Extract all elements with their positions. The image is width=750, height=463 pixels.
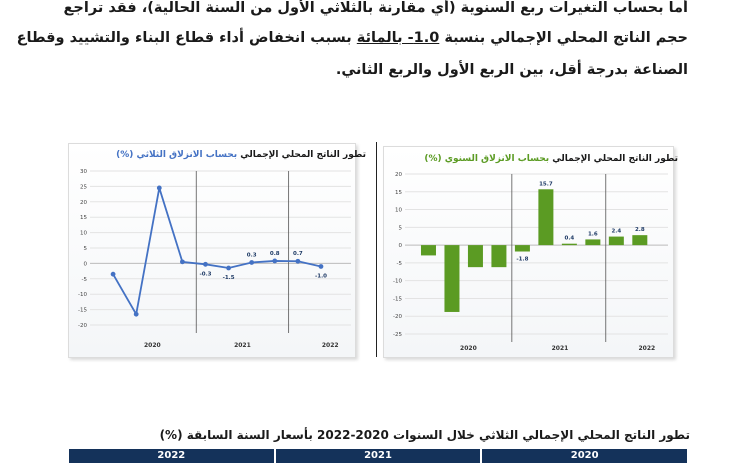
y-tick-label: -15 xyxy=(393,296,402,302)
paragraph-line-2-pre: حجم الناتج المحلي الإجمالي بنسبة xyxy=(439,30,688,46)
paragraph-line-1: أما بحساب التغيرات ربع السنوية (أي مقارن… xyxy=(63,0,688,16)
bar xyxy=(585,239,601,246)
left-chart-title-sub: بحساب الانزلاق الثلاثي (%) xyxy=(116,150,238,160)
data-label: 0.7 xyxy=(293,251,303,257)
left-chart-box xyxy=(68,143,356,358)
year-label: 2020 xyxy=(144,342,161,349)
data-label: -1.0 xyxy=(315,273,327,279)
data-label: 0.4 xyxy=(565,236,575,242)
paragraph-line-2-post: بسبب انخفاض أداء قطاع البناء والتشييد وق… xyxy=(16,30,357,46)
y-tick-label: -25 xyxy=(393,332,402,338)
data-label: 0.8 xyxy=(270,251,280,257)
data-point xyxy=(318,264,324,269)
y-tick-label: 0 xyxy=(399,243,403,249)
data-point xyxy=(179,259,185,265)
y-tick-label: 10 xyxy=(80,231,87,237)
y-tick-label: -20 xyxy=(393,314,402,320)
y-tick-label: 5 xyxy=(399,225,403,231)
year-label: 2021 xyxy=(552,345,569,352)
bar xyxy=(420,245,436,256)
bar xyxy=(561,243,577,246)
y-tick-label: 20 xyxy=(80,200,87,206)
right-chart-title: تطور الناتج المحلي الإجمالي بحساب الانزل… xyxy=(424,154,678,164)
bar xyxy=(514,245,530,252)
y-tick-label: 10 xyxy=(395,208,402,214)
bar xyxy=(608,236,624,246)
paragraph-line-3: الصناعة بدرجة أقل، بين الربع الأول والرب… xyxy=(335,62,688,78)
right-chart-title-sub: بحساب الانزلاق السنوي (%) xyxy=(424,154,550,164)
data-point xyxy=(133,311,139,317)
data-label: 1.6 xyxy=(588,231,598,237)
table-header-2021: 2021 xyxy=(273,449,481,463)
y-tick-label: -5 xyxy=(82,277,88,283)
y-tick-label: -10 xyxy=(393,279,402,285)
data-label: -0.3 xyxy=(199,271,211,277)
y-tick-label: 0 xyxy=(84,261,88,267)
data-label: 2.4 xyxy=(611,229,621,235)
y-tick-label: 15 xyxy=(80,215,87,221)
left-chart-title-main: تطور الناتج المحلي الإجمالي xyxy=(240,150,366,160)
data-point xyxy=(249,260,255,265)
y-tick-label: 20 xyxy=(395,172,402,178)
year-label: 2022 xyxy=(322,342,339,349)
data-point xyxy=(156,185,162,191)
year-label: 2020 xyxy=(460,345,477,352)
data-point xyxy=(272,258,278,264)
left-line-chart: -20 -15 -10 -5 0 5 10 15 20 25 30 2020 2021 2022 -0.3 -… xyxy=(78,169,351,349)
table-title: تطور الناتج المحلي الإجمالي الثلاثي خلال… xyxy=(159,428,690,442)
table-header-row: 2022 2021 2020 xyxy=(67,449,687,463)
bar xyxy=(491,245,507,268)
charts-divider xyxy=(376,142,377,357)
bar xyxy=(444,245,460,312)
y-tick-label: 25 xyxy=(80,184,87,190)
y-tick-label: -15 xyxy=(78,308,87,314)
table-header-2020: 2020 xyxy=(480,449,687,463)
table-header-2022: 2022 xyxy=(67,449,274,463)
year-label: 2021 xyxy=(234,342,251,349)
data-point xyxy=(203,261,208,267)
highlighted-value: 1.0- بالمائة xyxy=(356,30,440,46)
data-label: 0.3 xyxy=(247,252,257,258)
left-chart-title: تطور الناتج المحلي الإجمالي بحساب الانزل… xyxy=(116,150,366,160)
paragraph-line-2: حجم الناتج المحلي الإجمالي بنسبة 1.0- با… xyxy=(17,30,688,46)
bar xyxy=(632,235,648,246)
data-label: 2.8 xyxy=(635,227,645,233)
bar xyxy=(538,189,554,246)
right-chart-title-main: تطور الناتج المحلي الإجمالي xyxy=(552,154,678,164)
y-tick-label: 5 xyxy=(84,246,88,252)
data-point xyxy=(226,265,231,271)
data-point xyxy=(110,271,116,277)
data-point xyxy=(295,258,301,264)
y-tick-label: -5 xyxy=(397,261,403,267)
bar xyxy=(467,245,483,268)
y-tick-label: -10 xyxy=(78,292,87,298)
y-tick-label: 30 xyxy=(80,169,87,175)
year-label: 2022 xyxy=(639,345,656,352)
data-label: -1.8 xyxy=(516,257,528,263)
data-label: -1.5 xyxy=(223,275,235,281)
y-tick-label: 15 xyxy=(395,190,402,196)
data-label: 15.7 xyxy=(539,181,553,187)
y-tick-label: -20 xyxy=(78,323,87,329)
series-line xyxy=(112,187,322,317)
